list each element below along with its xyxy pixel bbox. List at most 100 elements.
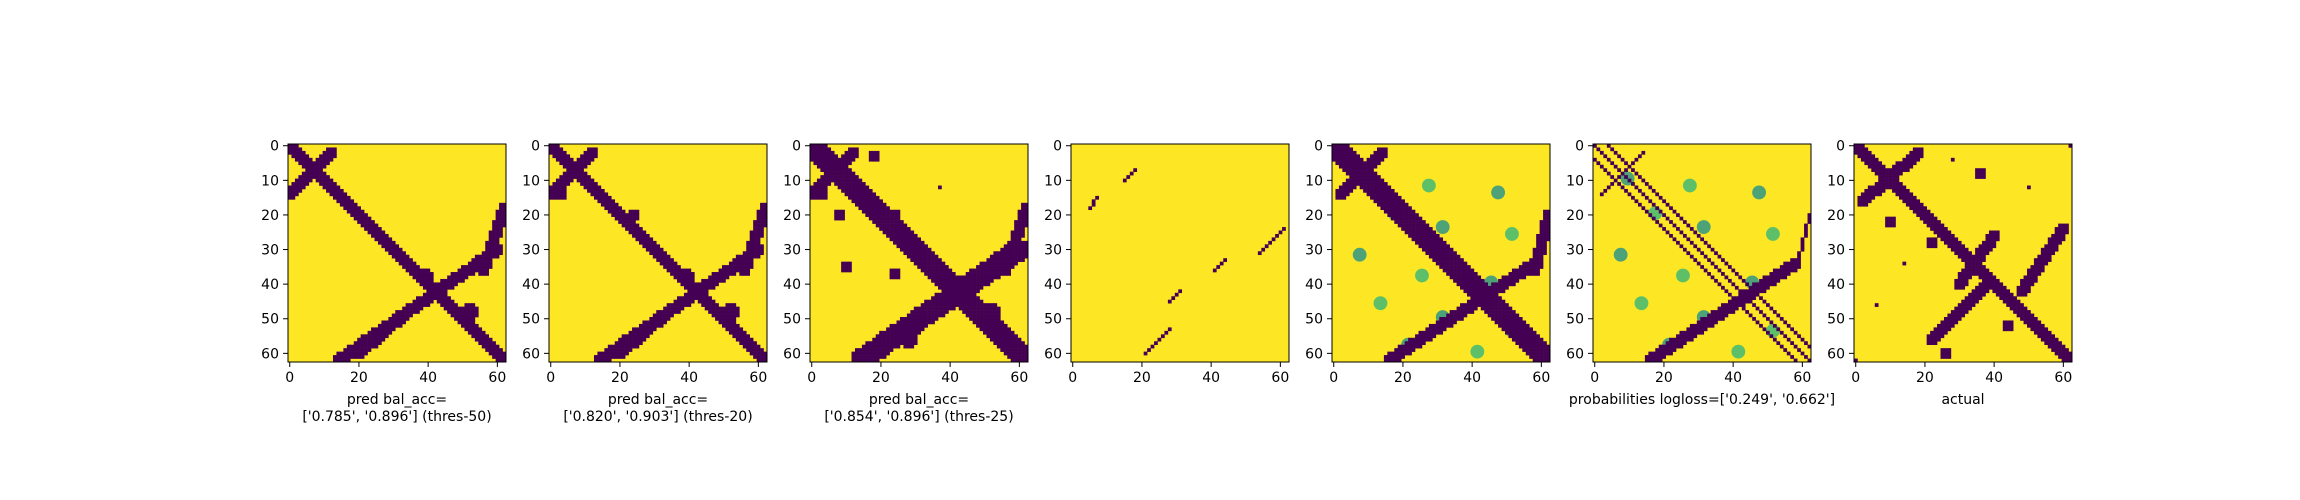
panel-5-cell [1501, 289, 1506, 294]
panel-1-cell [315, 164, 320, 169]
panel-1-cell [492, 240, 496, 245]
panel-1-cell [471, 303, 476, 307]
panel-2-frame [548, 143, 768, 363]
panel-6-cell [1797, 265, 1801, 269]
panel-1-cell [336, 195, 341, 200]
panel-2-cell [673, 306, 678, 311]
panel-7-cell [1940, 233, 1945, 238]
panel-3-cell [983, 310, 987, 314]
panel-7-cell [1985, 275, 1990, 280]
panel-5-cell [1370, 168, 1374, 172]
panel-7-cell [2037, 268, 2042, 273]
panel-3-cell [1021, 202, 1025, 207]
panel-1-cell [450, 303, 455, 307]
panel-2-cell [628, 337, 633, 342]
panel-5-cell [1522, 272, 1527, 276]
panel-2-cell [628, 230, 633, 235]
panel-3-cell [951, 282, 956, 287]
panel-5-cell [1421, 244, 1426, 249]
panel-2-cell [708, 303, 712, 307]
panel-5-cell [1515, 268, 1520, 273]
panel-2-cell [659, 310, 664, 314]
panel-2-cell [763, 202, 767, 207]
panel-1-cell [395, 313, 400, 318]
panel-3-cell [938, 278, 942, 283]
panel-7-cell [2040, 265, 2045, 269]
panel-2-cell [659, 313, 664, 318]
panel-1-cell [305, 164, 310, 169]
panel-7-cell [1912, 157, 1917, 162]
panel-1-cell [433, 282, 438, 287]
panel-1-cell [332, 182, 337, 186]
panel-5-cell [1432, 244, 1437, 249]
panel-6-cell [1669, 206, 1673, 211]
panel-5-cell [1463, 306, 1468, 311]
panel-1-cell [312, 175, 316, 179]
panel-3-cell [868, 157, 873, 162]
panel-3-cell [841, 175, 845, 179]
panel-6-cell [1769, 275, 1774, 280]
panel-7-cell [1919, 154, 1924, 159]
panel-6-cell [1721, 306, 1725, 311]
panel-5-cell [1484, 296, 1489, 301]
panel-7-cell [1988, 272, 1993, 276]
panel-6-cell [1762, 282, 1767, 287]
panel-7-cell [1961, 313, 1966, 318]
panel-7-cell [1971, 258, 1976, 262]
panel-2-cell [718, 275, 723, 280]
panel-3-cell [906, 323, 911, 328]
panel-1-cell [499, 358, 503, 362]
panel-3-cell [823, 150, 828, 155]
panel-2-cell [549, 185, 553, 190]
panel-3-cell [1014, 233, 1018, 238]
panel-1-cell [485, 251, 489, 256]
panel-2-cell [573, 161, 577, 166]
panel-2-cell [735, 258, 740, 262]
panel-5-cell [1518, 323, 1523, 328]
panel-5-cell [1345, 182, 1350, 186]
panel-3-cell [993, 341, 998, 345]
panel-3-cell [972, 296, 977, 301]
panel-3-cell [889, 209, 894, 214]
panel-7-cell [1947, 351, 1952, 356]
panel-3-cell [820, 182, 825, 186]
panel-2-cell [753, 344, 757, 349]
panel-3-cell [941, 303, 946, 307]
panel-3-cell [996, 344, 1001, 349]
panel-5-cell [1529, 341, 1533, 345]
panel-5-cell [1425, 233, 1430, 238]
panel-2-cell [573, 171, 577, 176]
panel-2-cell [728, 268, 733, 273]
panel-2-cell [659, 320, 664, 325]
panel-2-cell [704, 278, 709, 283]
panel-7-cell [1860, 154, 1865, 159]
panel-2-cell [645, 323, 650, 328]
panel-3-cell [910, 327, 915, 332]
panel-5-cell [1408, 233, 1412, 238]
panel-5-cell [1394, 348, 1399, 352]
panel-3-cell [927, 268, 932, 273]
panel-3-cell [813, 192, 818, 197]
panel-2-cell [753, 247, 757, 252]
panel-7-cell [2040, 337, 2045, 342]
panel-3-cell [1017, 213, 1022, 217]
panel-2-cell [552, 182, 557, 186]
panel-6-cell [1714, 310, 1718, 314]
panel-6-cell [1700, 323, 1705, 328]
panel-5-cell [1415, 216, 1419, 221]
panel-3-cell [920, 258, 925, 262]
panel-4-cell [1167, 327, 1172, 332]
panel-5-cell [1387, 351, 1392, 356]
panel-7-cell [1985, 244, 1990, 249]
panel-3-cell [972, 313, 977, 318]
panel-5-cell [1494, 285, 1499, 290]
panel-2-cell [739, 261, 744, 266]
panel-2-cell [739, 265, 744, 269]
panel-5-cell [1498, 317, 1502, 321]
panel-5-cell [1359, 171, 1364, 176]
panel-7-cell [1978, 258, 1983, 262]
panel-1-cell [495, 240, 500, 245]
panel-5-cell [1428, 240, 1433, 245]
panel-7-cell [1940, 230, 1945, 235]
panel-3-cell [872, 337, 877, 342]
